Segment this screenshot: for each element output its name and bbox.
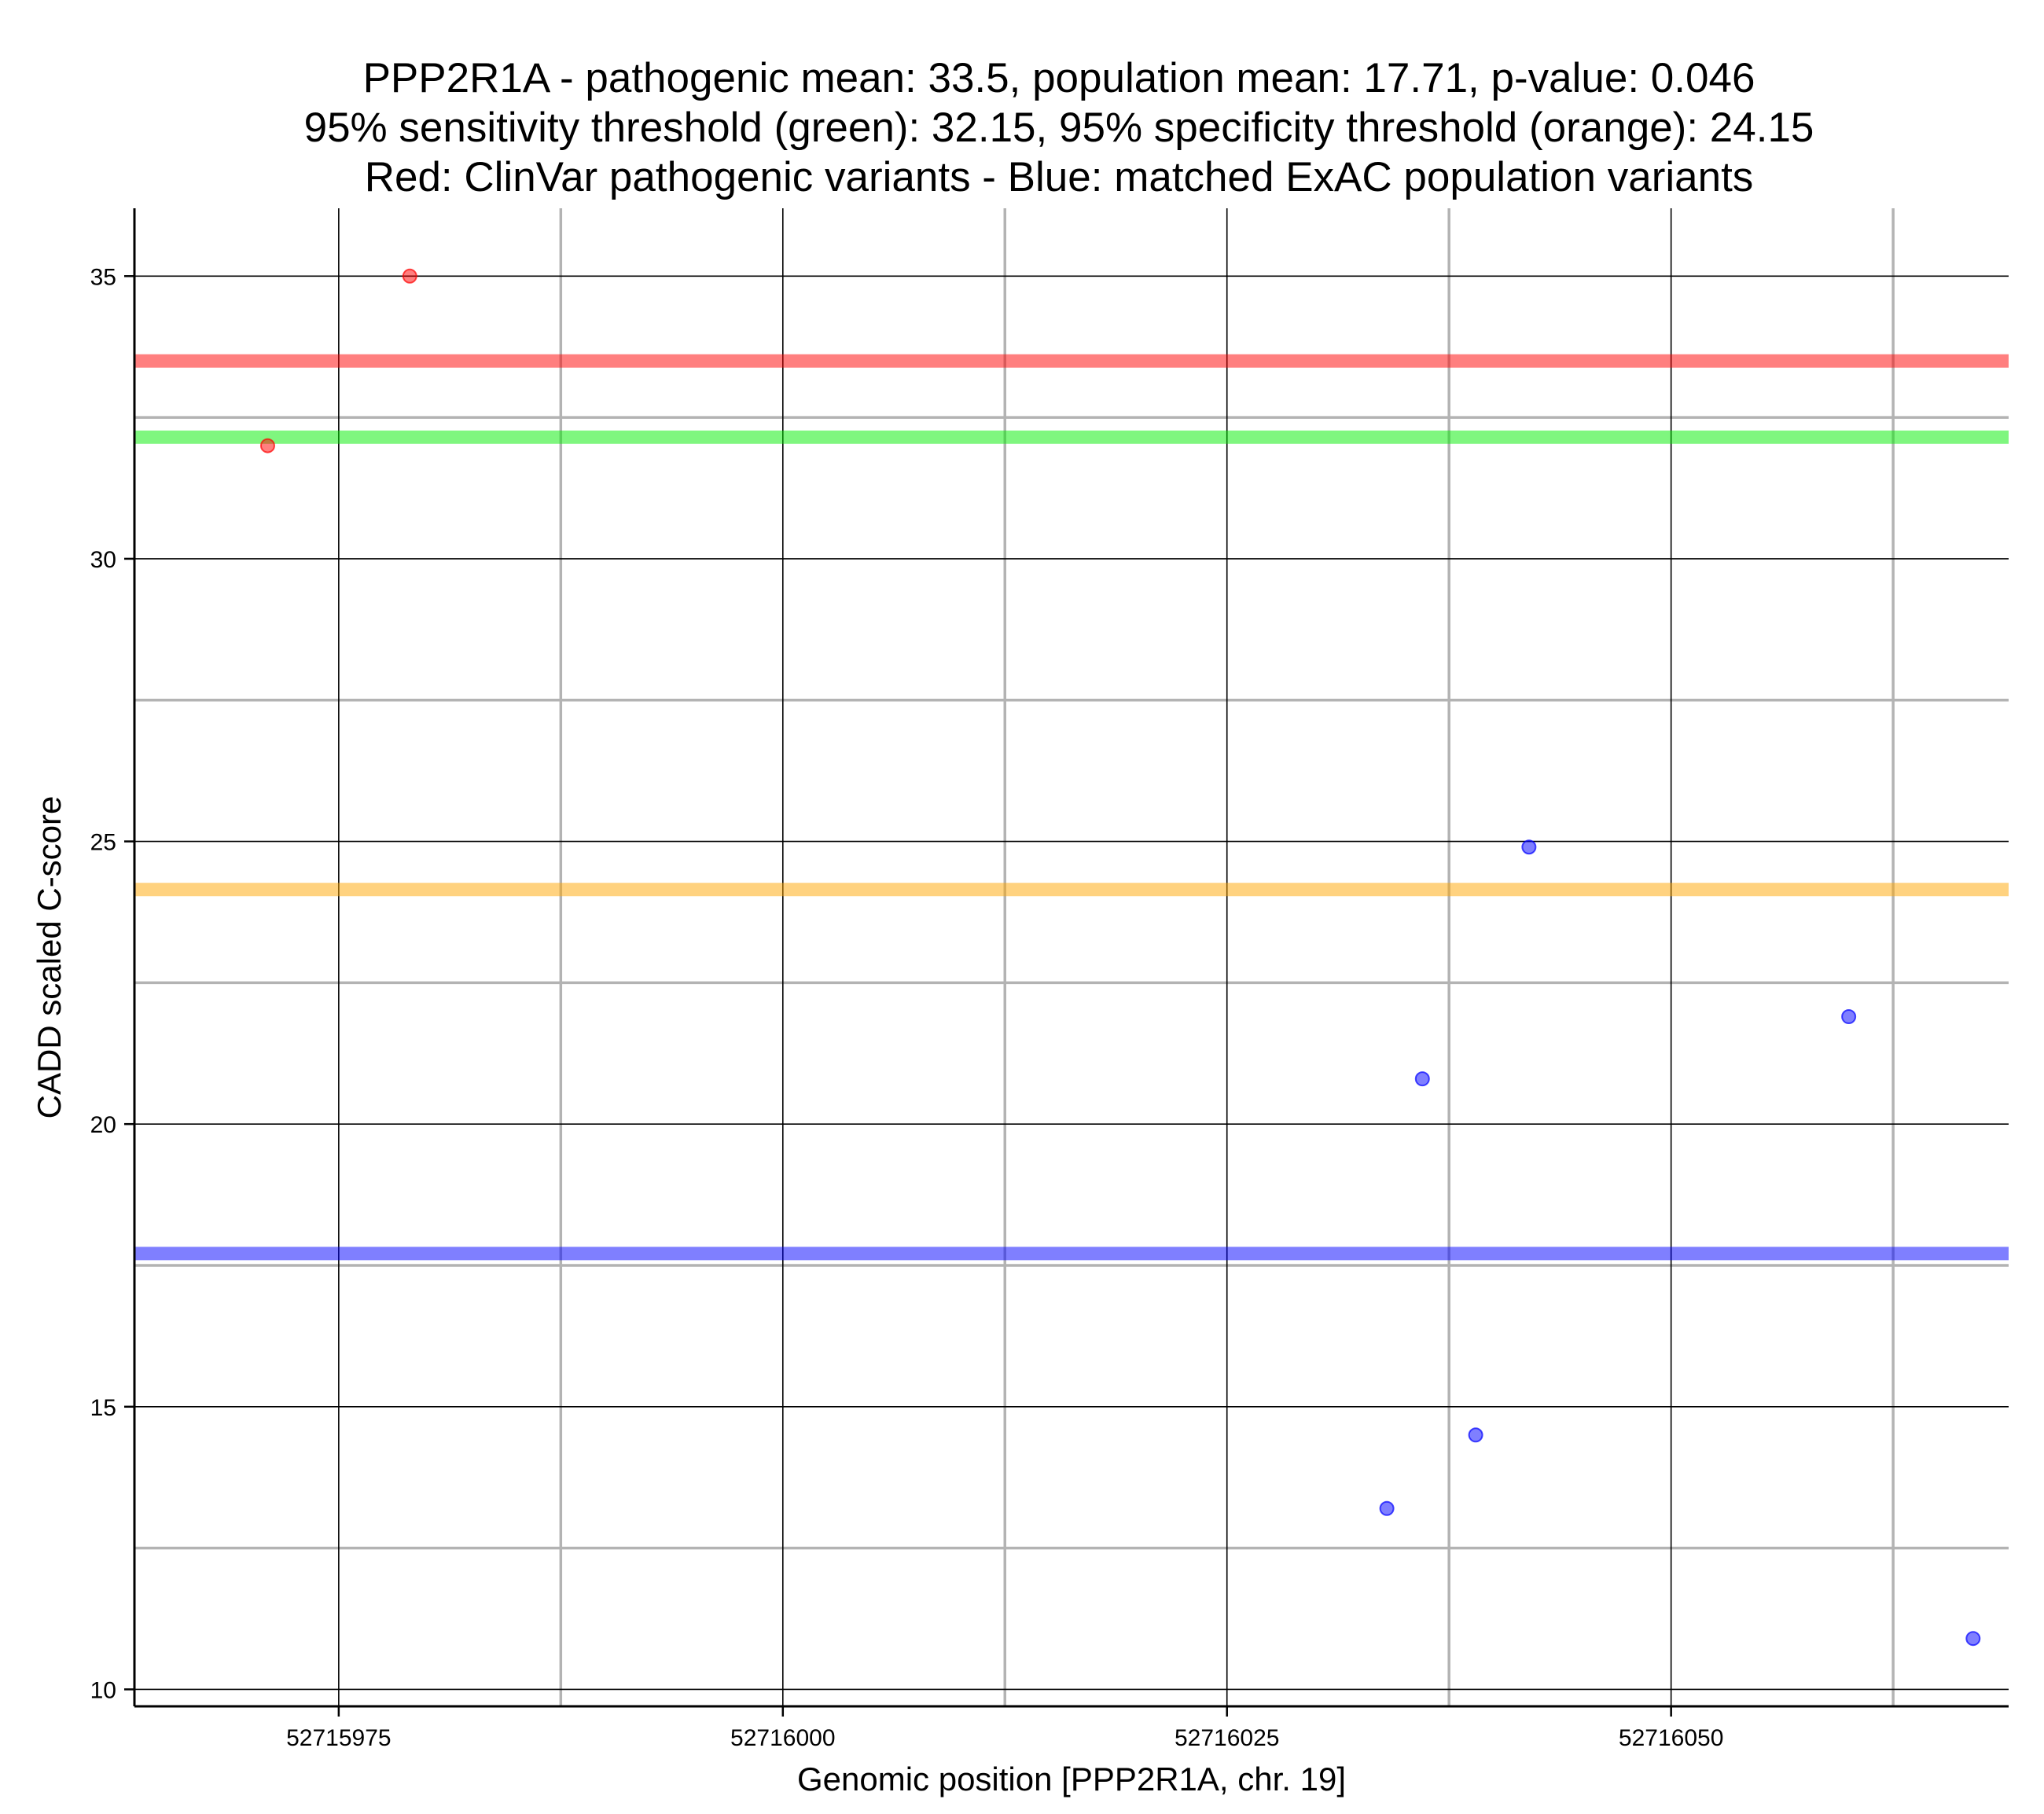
data-point	[1841, 1009, 1857, 1025]
y-tick-label: 20	[90, 1112, 116, 1138]
x-axis-label: Genomic position [PPP2R1A, chr. 19]	[797, 1761, 1346, 1797]
minor-grid	[134, 208, 2009, 1706]
y-tick-label: 15	[90, 1395, 116, 1421]
data-point	[402, 268, 417, 284]
y-ticks: 10 15 20 25 30 35	[90, 264, 134, 1703]
chart-title-line-1: PPP2R1A - pathogenic mean: 33.5, populat…	[363, 55, 1755, 101]
chart-title: PPP2R1A - pathogenic mean: 33.5, populat…	[304, 55, 1814, 200]
data-point	[1379, 1500, 1395, 1516]
axes	[133, 208, 2009, 1708]
x-tick-label: 52716000	[730, 1725, 835, 1751]
y-tick-label: 25	[90, 830, 116, 856]
data-point	[1414, 1071, 1430, 1087]
chart-title-line-2: 95% sensitivity threshold (green): 32.15…	[304, 105, 1814, 151]
data-point	[1521, 839, 1537, 855]
data-points	[259, 268, 1981, 1647]
y-tick-label: 30	[90, 547, 116, 573]
y-axis-label: CADD scaled C-score	[31, 796, 68, 1119]
x-tick-label: 52715975	[286, 1725, 391, 1751]
data-point	[1468, 1427, 1483, 1443]
data-point	[259, 438, 275, 454]
reference-lines	[134, 354, 2009, 1261]
x-tick-label: 52716025	[1175, 1725, 1279, 1751]
chart-title-line-3: Red: ClinVar pathogenic variants - Blue:…	[365, 154, 1754, 200]
y-tick-label: 35	[90, 264, 116, 290]
y-tick-label: 10	[90, 1677, 116, 1703]
x-ticks: 52715975 52716000 52716025 52716050	[286, 1706, 1723, 1751]
x-tick-label: 52716050	[1619, 1725, 1723, 1751]
data-point	[1965, 1631, 1981, 1647]
major-grid	[134, 208, 2009, 1706]
